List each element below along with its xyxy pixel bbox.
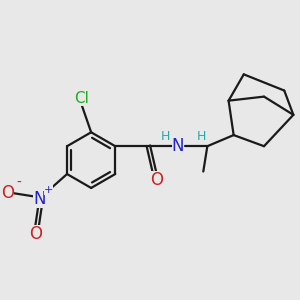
Text: -: - — [16, 176, 21, 190]
Text: O: O — [150, 171, 163, 189]
Text: N: N — [172, 137, 184, 155]
Text: Cl: Cl — [75, 92, 89, 106]
Text: O: O — [1, 184, 14, 202]
Text: H: H — [196, 130, 206, 142]
Text: O: O — [29, 225, 42, 243]
Text: H: H — [161, 130, 170, 142]
Text: +: + — [44, 185, 53, 195]
Text: N: N — [33, 190, 46, 208]
